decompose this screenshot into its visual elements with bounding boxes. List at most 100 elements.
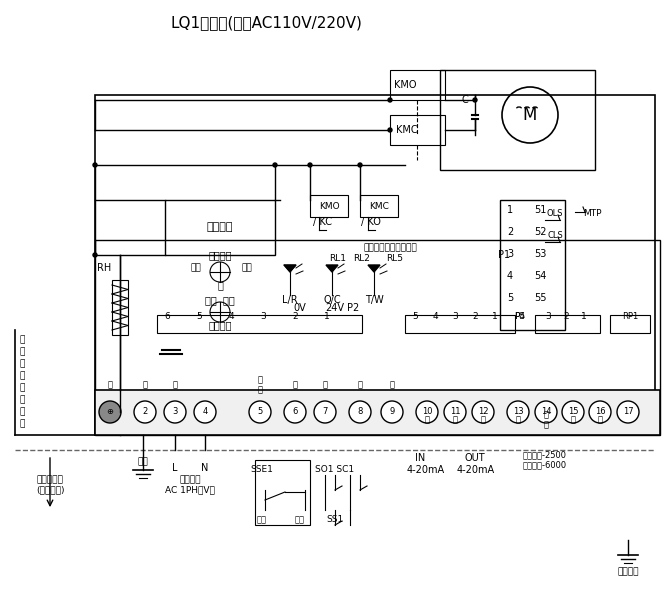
Bar	[390, 115, 445, 145]
Text: 动: 动	[19, 347, 25, 356]
Text: 黑: 黑	[425, 415, 429, 424]
Text: 5: 5	[196, 312, 202, 321]
Text: MTP: MTP	[583, 208, 601, 218]
Text: RH: RH	[97, 263, 111, 273]
Text: 开阀  关阀: 开阀 关阀	[205, 295, 235, 305]
Text: 本地: 本地	[191, 264, 202, 273]
Circle shape	[381, 401, 403, 423]
Bar	[535, 315, 600, 333]
Text: 转换旋钮: 转换旋钮	[208, 250, 232, 260]
Text: 蓝: 蓝	[389, 380, 395, 390]
Bar	[157, 315, 362, 333]
Circle shape	[93, 253, 97, 257]
Text: 黑: 黑	[172, 380, 178, 390]
Text: 2: 2	[472, 312, 478, 321]
Text: 4: 4	[507, 271, 513, 281]
Polygon shape	[326, 265, 338, 272]
Text: C: C	[461, 95, 468, 105]
Text: 4-20mA: 4-20mA	[457, 465, 495, 475]
Text: 17: 17	[622, 408, 633, 416]
Circle shape	[444, 401, 466, 423]
Text: 5: 5	[507, 293, 513, 303]
Text: 4: 4	[202, 408, 208, 416]
Circle shape	[308, 163, 312, 167]
Text: AC 1PH（V）: AC 1PH（V）	[165, 486, 215, 494]
Text: N: N	[201, 463, 208, 473]
Circle shape	[388, 98, 392, 102]
Circle shape	[358, 163, 362, 167]
Text: 红: 红	[515, 415, 521, 424]
Bar	[500, 200, 565, 330]
Text: SO1 SC1: SO1 SC1	[316, 465, 354, 474]
Text: 停: 停	[217, 280, 223, 290]
Text: CLS: CLS	[547, 230, 563, 240]
Text: 装: 装	[19, 359, 25, 368]
Text: 2: 2	[292, 312, 297, 321]
Text: 12: 12	[478, 408, 488, 416]
Text: / KO: / KO	[361, 217, 381, 227]
Text: 远程: 远程	[242, 264, 253, 273]
Text: 外壳接地: 外壳接地	[617, 568, 639, 577]
Bar	[255, 460, 310, 525]
Text: P2: P2	[347, 303, 359, 313]
Text: (仅供参考): (仅供参考)	[36, 486, 64, 494]
Text: 10: 10	[421, 408, 432, 416]
Text: 9: 9	[389, 408, 395, 416]
Text: 松
红: 松 红	[257, 375, 263, 394]
Text: 开关: 开关	[295, 515, 305, 525]
Text: 11: 11	[450, 408, 460, 416]
Text: 14: 14	[541, 408, 551, 416]
Text: 黄: 黄	[480, 415, 486, 424]
Text: OUT: OUT	[465, 453, 485, 463]
Text: M: M	[523, 106, 537, 124]
Text: 控制室接线: 控制室接线	[37, 475, 64, 484]
Text: 蓝: 蓝	[598, 415, 602, 424]
Text: 龙: 龙	[107, 380, 113, 390]
Text: 1: 1	[492, 312, 498, 321]
Text: SS1: SS1	[326, 515, 344, 525]
Text: 2: 2	[563, 312, 569, 321]
Bar	[95, 390, 660, 435]
Text: 置: 置	[19, 371, 25, 380]
Bar	[112, 280, 128, 335]
Text: RP1: RP1	[622, 312, 638, 321]
Text: 6: 6	[164, 312, 170, 321]
Text: 电: 电	[19, 336, 25, 345]
Bar	[310, 195, 348, 217]
Text: 橙: 橙	[322, 380, 328, 390]
Text: 棕: 棕	[358, 380, 362, 390]
Circle shape	[134, 401, 156, 423]
Circle shape	[617, 401, 639, 423]
Text: 1: 1	[324, 312, 330, 321]
Text: 5: 5	[412, 312, 418, 321]
Text: 1: 1	[581, 312, 587, 321]
Text: LQ1整体型(单相AC110V/220V): LQ1整体型(单相AC110V/220V)	[170, 15, 362, 30]
Circle shape	[164, 401, 186, 423]
Bar	[610, 315, 650, 333]
Text: 1: 1	[507, 205, 513, 215]
Circle shape	[416, 401, 438, 423]
Text: 54: 54	[534, 271, 546, 281]
Circle shape	[273, 163, 277, 167]
Text: 4: 4	[432, 312, 438, 321]
Bar	[390, 70, 445, 100]
Text: 3: 3	[507, 249, 513, 259]
Polygon shape	[368, 265, 380, 272]
Text: 52: 52	[534, 227, 546, 237]
Text: 红: 红	[570, 415, 576, 424]
Circle shape	[535, 401, 557, 423]
Text: 黄
绿: 黄 绿	[543, 411, 549, 430]
Text: 输出负载-6000: 输出负载-6000	[523, 461, 567, 469]
Text: RL1: RL1	[330, 253, 346, 262]
Text: 2: 2	[507, 227, 513, 237]
Polygon shape	[284, 265, 296, 272]
Text: 部: 部	[19, 396, 25, 405]
Bar	[360, 195, 398, 217]
Text: 调节: 调节	[257, 515, 267, 525]
Circle shape	[99, 401, 121, 423]
Text: 15: 15	[567, 408, 578, 416]
Text: ⊕: ⊕	[107, 408, 113, 416]
Text: 13: 13	[513, 408, 523, 416]
Circle shape	[249, 401, 271, 423]
Text: 24V: 24V	[326, 303, 344, 313]
